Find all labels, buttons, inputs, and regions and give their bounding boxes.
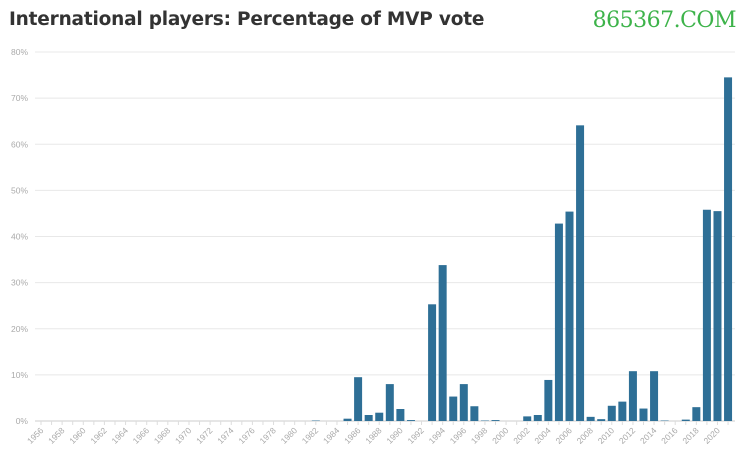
bar [449, 396, 458, 421]
x-tick-label: 2012 [617, 425, 638, 446]
y-tick-label: 40% [11, 232, 28, 242]
x-tick-label: 1964 [110, 425, 131, 446]
y-tick-label: 50% [11, 185, 28, 195]
x-tick-label: 1978 [258, 425, 279, 446]
bar [406, 420, 415, 421]
x-tick-label: 1982 [300, 425, 321, 446]
x-tick-label: 1976 [236, 425, 257, 446]
bar [343, 418, 352, 421]
bar [364, 415, 373, 421]
y-tick-label: 0% [16, 416, 29, 426]
bar [438, 265, 447, 421]
bar [354, 377, 363, 421]
bar [396, 409, 405, 421]
bar [681, 419, 690, 421]
x-tick-label: 1974 [215, 425, 236, 446]
x-tick-label: 1998 [469, 425, 490, 446]
y-tick-label: 20% [11, 324, 28, 334]
x-tick-label: 1990 [384, 425, 405, 446]
bar [375, 412, 384, 421]
x-tick-label: 1988 [363, 425, 384, 446]
x-tick-label: 2004 [532, 425, 553, 446]
x-tick-label: 2014 [638, 425, 659, 446]
x-tick-label: 1992 [405, 425, 426, 446]
x-tick-label: 2010 [596, 425, 617, 446]
bar [554, 223, 563, 421]
y-tick-label: 80% [11, 47, 28, 57]
bar [470, 406, 479, 421]
x-tick-label: 2020 [701, 425, 722, 446]
x-tick-label: 1968 [152, 425, 173, 446]
bar [576, 125, 585, 422]
bar [459, 384, 468, 421]
bar [544, 379, 553, 421]
bar [428, 304, 437, 421]
x-tick-label: 1970 [173, 425, 194, 446]
x-tick-label: 1972 [194, 425, 215, 446]
chart-title: International players: Percentage of MVP… [9, 9, 485, 30]
x-tick-label: 2008 [575, 425, 596, 446]
bar [565, 211, 574, 421]
bar [724, 77, 733, 422]
bar [533, 415, 542, 421]
watermark: 865367.COM [592, 8, 737, 33]
x-tick-label: 2002 [511, 425, 532, 446]
bar [713, 211, 722, 421]
x-tick-label: 1996 [448, 425, 469, 446]
x-tick-label: 1986 [342, 425, 363, 446]
x-tick-label: 2006 [553, 425, 574, 446]
bar [385, 384, 394, 421]
x-tick-label: 2016 [659, 425, 680, 446]
y-tick-label: 70% [11, 93, 28, 103]
bar [618, 401, 627, 421]
x-tick-label: 1966 [131, 425, 152, 446]
x-tick-label: 1958 [46, 425, 67, 446]
x-tick-label: 1962 [88, 425, 109, 446]
x-tick-label: 1960 [67, 425, 88, 446]
bar [491, 420, 500, 421]
y-tick-label: 60% [11, 139, 28, 149]
x-tick-label: 1994 [427, 425, 448, 446]
bar [523, 416, 532, 421]
bar [628, 371, 637, 421]
bar [692, 407, 701, 421]
x-tick-label: 1956 [25, 425, 46, 446]
bar [702, 209, 711, 421]
y-tick-label: 30% [11, 278, 28, 288]
x-tick-label: 1984 [321, 425, 342, 446]
bar [650, 371, 659, 421]
x-tick-label: 2018 [680, 425, 701, 446]
bar [586, 416, 595, 421]
x-tick-label: 2000 [490, 425, 511, 446]
bar [639, 408, 648, 421]
bar [607, 405, 616, 421]
x-tick-label: 1980 [279, 425, 300, 446]
y-tick-label: 10% [11, 370, 28, 380]
bar [597, 419, 606, 421]
